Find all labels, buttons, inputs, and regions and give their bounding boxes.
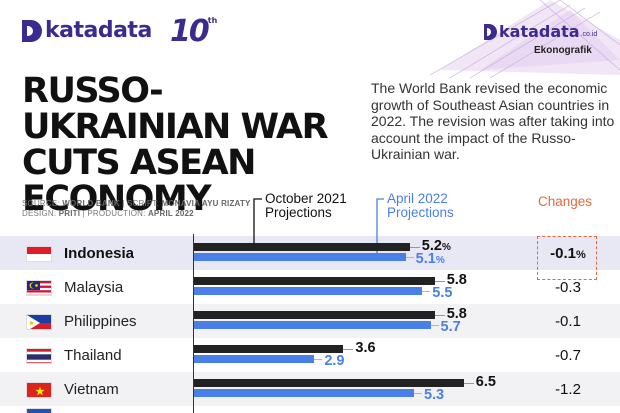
chart-axis-line bbox=[193, 234, 194, 413]
katadata-logo: katadata bbox=[22, 18, 152, 43]
bar-april-2022 bbox=[194, 321, 431, 329]
indonesia-flag-icon bbox=[26, 246, 52, 262]
country-label: Thailand bbox=[64, 347, 122, 364]
bar-april-2022 bbox=[194, 253, 406, 261]
brand2-suffix: .co.id bbox=[580, 31, 598, 38]
bar-april-2022 bbox=[194, 287, 423, 295]
value-label-april: 2.9 bbox=[324, 353, 345, 369]
anniversary-logo: 10th bbox=[170, 14, 218, 49]
description: The World Bank revised the economic grow… bbox=[371, 80, 615, 162]
value-leader-line bbox=[434, 281, 445, 282]
value-label-april: 5.1% bbox=[415, 251, 445, 267]
country-label: Vietnam bbox=[64, 381, 119, 398]
value-leader-line bbox=[409, 247, 420, 248]
page-title: RUSSO-UKRAINIAN WAR CUTS ASEAN ECONOMY bbox=[22, 71, 329, 219]
value-label-october: 5.8 bbox=[446, 272, 467, 288]
value-label-april: 5.3 bbox=[423, 387, 445, 403]
partial-flag-icon bbox=[26, 408, 52, 413]
value-leader-line bbox=[413, 393, 422, 394]
bar-april-2022 bbox=[194, 389, 414, 397]
bar-october-2021 bbox=[194, 311, 435, 319]
decorative-lines-graphic bbox=[429, 0, 620, 79]
value-label-october: 6.5 bbox=[475, 374, 496, 390]
bar-october-2021 bbox=[194, 379, 464, 387]
value-leader-line bbox=[422, 291, 431, 292]
change-value: -0.7 bbox=[555, 347, 581, 364]
bar-october-2021 bbox=[194, 345, 344, 353]
brand-name: katadata bbox=[45, 18, 152, 43]
value-label-april: 5.5 bbox=[432, 285, 453, 301]
value-leader-line bbox=[430, 325, 439, 326]
legend-april: April 2022 Projections bbox=[387, 191, 454, 220]
changes-highlight-box bbox=[537, 236, 597, 280]
bar-october-2021 bbox=[194, 243, 410, 251]
bar-april-2022 bbox=[194, 355, 315, 363]
value-label-april: 5.7 bbox=[440, 319, 461, 335]
change-value: -0.3 bbox=[555, 279, 581, 296]
section-label: Ekonografik bbox=[534, 45, 592, 56]
change-value: -1.2 bbox=[555, 381, 581, 398]
philippines-flag-icon bbox=[26, 314, 52, 330]
katadata-coid-logo: katadata .co.id bbox=[484, 22, 597, 41]
value-leader-line bbox=[314, 359, 323, 360]
value-label-october: 3.6 bbox=[355, 340, 376, 356]
value-label-october: 5.2% bbox=[421, 238, 451, 254]
katadata-small-d-icon bbox=[484, 23, 497, 40]
legend-october: October 2021 Projections bbox=[265, 191, 347, 220]
value-leader-line bbox=[434, 315, 445, 316]
katadata-d-icon bbox=[22, 19, 42, 42]
credits: SOURCE: WORLD BANK | SCRIPT: MONAVIA AYU… bbox=[22, 199, 256, 218]
value-label-october: 5.8 bbox=[446, 306, 467, 322]
value-leader-line bbox=[405, 257, 414, 258]
malaysia-flag-icon bbox=[26, 280, 52, 296]
value-leader-line bbox=[343, 349, 354, 350]
country-label: Malaysia bbox=[64, 279, 124, 296]
thailand-flag-icon bbox=[26, 348, 52, 364]
change-value: -0.1% bbox=[550, 245, 586, 262]
bar-october-2021 bbox=[194, 277, 435, 285]
brand2-name: katadata bbox=[499, 22, 580, 41]
country-label: Indonesia bbox=[64, 245, 135, 262]
country-label: Philippines bbox=[64, 313, 137, 330]
change-value: -0.1 bbox=[555, 313, 581, 330]
vietnam-flag-icon bbox=[26, 382, 52, 398]
legend-changes: Changes bbox=[538, 194, 593, 209]
value-leader-line bbox=[463, 383, 474, 384]
